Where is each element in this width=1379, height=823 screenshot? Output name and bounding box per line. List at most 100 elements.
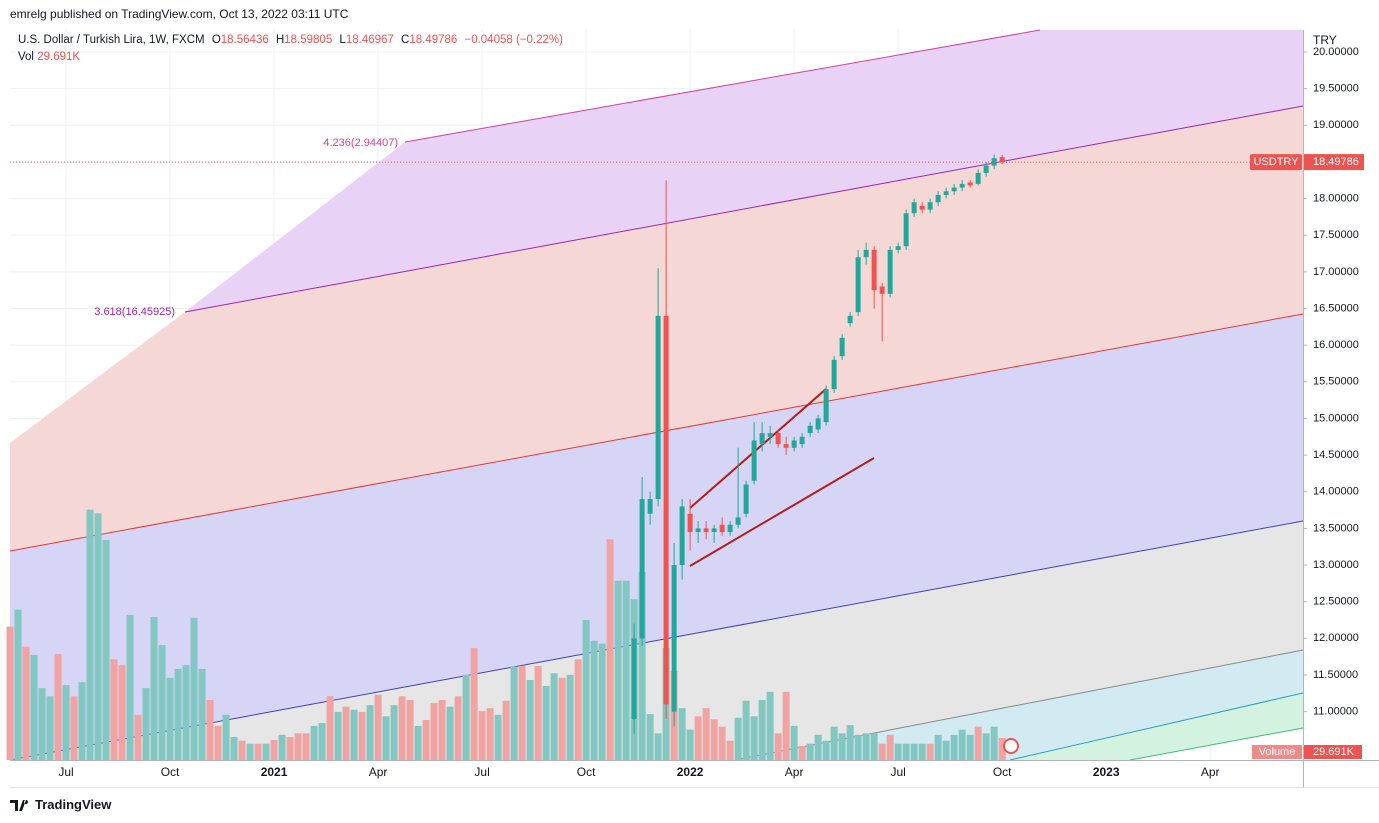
volume-bar xyxy=(470,648,478,760)
volume-bar xyxy=(294,733,302,760)
volume-bar xyxy=(134,714,142,760)
candle-body xyxy=(751,440,757,481)
volume-bar xyxy=(46,696,54,760)
candle-body xyxy=(783,444,789,448)
symbol-label: USDTRY xyxy=(1253,156,1299,168)
candle-body xyxy=(975,172,981,184)
volume-bar xyxy=(702,708,710,760)
volume-bar xyxy=(950,734,958,760)
volume-bar xyxy=(430,702,438,760)
volume-bar xyxy=(870,733,878,760)
candle-body xyxy=(855,257,861,313)
logo xyxy=(10,799,29,811)
volume-bar xyxy=(598,643,606,760)
candle-body xyxy=(775,433,781,445)
volume-bar xyxy=(894,743,902,760)
vol-legend: Vol 29.691K xyxy=(18,51,80,63)
event-flag xyxy=(1003,738,1019,754)
volume-bar xyxy=(710,719,718,760)
volume-bar xyxy=(270,740,278,760)
legend-value: 18.46967 xyxy=(345,34,394,46)
y-tick-label: 16.50000 xyxy=(1313,302,1359,314)
ohlc-legend: U.S. Dollar / Turkish Lira, 1W, FXCM O18… xyxy=(18,34,563,46)
volume-bar xyxy=(374,694,382,760)
volume-bar xyxy=(22,646,30,760)
candle-body xyxy=(863,249,869,258)
volume-bar xyxy=(262,743,270,760)
volume-bar xyxy=(566,674,574,760)
candle-body xyxy=(911,202,917,214)
volume-bar xyxy=(926,743,934,760)
legend-key: Vol xyxy=(18,51,34,63)
volume-bar xyxy=(590,640,598,760)
x-tick-label: 2022 xyxy=(677,765,704,779)
volume-bar xyxy=(422,720,430,760)
axes: 20.0000019.5000019.0000018.5000018.00000… xyxy=(58,46,1364,779)
volume-bar xyxy=(846,725,854,760)
zone-purple xyxy=(185,30,1303,312)
x-tick-label: Oct xyxy=(161,765,180,779)
candle-body xyxy=(831,359,837,390)
candle-body xyxy=(679,506,685,566)
volume-bar xyxy=(534,665,542,760)
y-tick-label: 14.00000 xyxy=(1313,486,1359,498)
volume-bar xyxy=(886,734,894,760)
volume-bar xyxy=(830,726,838,760)
candle-body xyxy=(927,202,933,210)
volume-bar xyxy=(862,733,870,760)
volume-bar xyxy=(350,709,358,760)
volume-bar xyxy=(510,666,518,760)
volume-bar xyxy=(246,743,254,760)
footer: TradingView xyxy=(10,797,111,812)
volume-bar xyxy=(910,743,918,760)
volume-bar xyxy=(190,617,198,760)
volume-name: Volume xyxy=(1259,746,1296,758)
price-badge xyxy=(1304,154,1364,171)
candle-body xyxy=(879,286,885,294)
volume-bar xyxy=(390,705,398,760)
candle-body xyxy=(887,249,893,294)
volume-bar xyxy=(766,691,774,760)
candle-body xyxy=(767,433,773,437)
y-tick-label: 19.50000 xyxy=(1313,83,1359,95)
volume-bar xyxy=(806,743,814,760)
volume-bar xyxy=(286,737,294,760)
volume-bar xyxy=(70,696,78,760)
volume-bar xyxy=(678,708,686,760)
volume-bar xyxy=(118,665,126,760)
candle-body xyxy=(631,638,637,719)
volume-bar xyxy=(814,734,822,760)
candle-body xyxy=(639,499,645,639)
volume-bar xyxy=(774,733,782,760)
x-tick-label: 2021 xyxy=(261,765,288,779)
x-tick-label: 2023 xyxy=(1093,765,1120,779)
x-tick-label: Oct xyxy=(993,765,1012,779)
candle-body xyxy=(967,182,973,186)
x-tick-label: Apr xyxy=(1201,765,1220,779)
symbol-badge xyxy=(1250,154,1302,171)
volume-bar xyxy=(62,685,70,760)
y-tick-label: 17.00000 xyxy=(1313,266,1359,278)
candle-body xyxy=(799,436,805,445)
volume-bar xyxy=(614,580,622,760)
candle-body xyxy=(703,528,709,533)
volume-bar xyxy=(206,700,214,760)
y-tick-label: 15.00000 xyxy=(1313,412,1359,424)
legend-value: 29.691K xyxy=(37,51,81,63)
volume-bar xyxy=(782,691,790,760)
candle-body xyxy=(687,513,693,533)
legend-key: L xyxy=(339,34,346,46)
x-tick-label: Apr xyxy=(785,765,804,779)
volume-bar xyxy=(494,714,502,760)
y-tick-label: 15.50000 xyxy=(1313,376,1359,388)
y-tick-label: 11.50000 xyxy=(1313,669,1358,681)
volume-bar xyxy=(38,688,46,760)
volume-bar xyxy=(174,668,182,760)
candles xyxy=(10,154,1303,734)
volume-bar xyxy=(974,726,982,760)
candle-body xyxy=(655,315,661,500)
volume xyxy=(6,509,1006,760)
y-tick-label: 20.00000 xyxy=(1313,46,1359,58)
